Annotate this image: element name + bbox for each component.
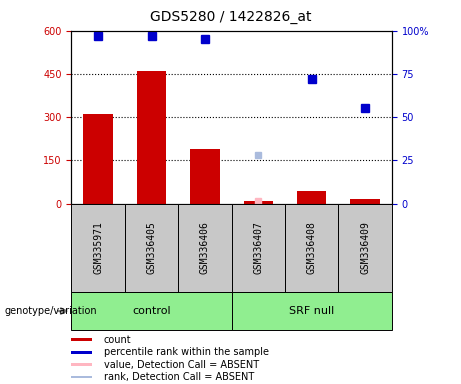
Text: GDS5280 / 1422826_at: GDS5280 / 1422826_at <box>150 10 311 23</box>
Text: rank, Detection Call = ABSENT: rank, Detection Call = ABSENT <box>104 372 254 382</box>
Bar <box>137 71 166 204</box>
Bar <box>71 363 93 366</box>
Bar <box>350 199 380 204</box>
Text: control: control <box>132 306 171 316</box>
Bar <box>178 204 231 292</box>
Text: GSM336406: GSM336406 <box>200 221 210 274</box>
Text: percentile rank within the sample: percentile rank within the sample <box>104 347 269 357</box>
Text: genotype/variation: genotype/variation <box>5 306 97 316</box>
Text: GSM335971: GSM335971 <box>93 221 103 274</box>
Bar <box>244 201 273 204</box>
Bar <box>71 376 93 379</box>
Bar <box>71 351 93 354</box>
Text: value, Detection Call = ABSENT: value, Detection Call = ABSENT <box>104 360 259 370</box>
Text: GSM336405: GSM336405 <box>147 221 157 274</box>
Bar <box>71 292 231 330</box>
Text: SRF null: SRF null <box>289 306 334 316</box>
Bar <box>285 204 338 292</box>
Bar <box>231 204 285 292</box>
Bar <box>71 338 93 341</box>
Text: GSM336407: GSM336407 <box>254 221 263 274</box>
Bar <box>71 204 125 292</box>
Bar <box>338 204 392 292</box>
Bar <box>83 114 113 204</box>
Text: GSM336409: GSM336409 <box>360 221 370 274</box>
Text: GSM336408: GSM336408 <box>307 221 317 274</box>
Bar <box>231 292 392 330</box>
Text: count: count <box>104 335 131 345</box>
Bar <box>297 190 326 204</box>
Bar <box>125 204 178 292</box>
Bar <box>190 149 219 204</box>
